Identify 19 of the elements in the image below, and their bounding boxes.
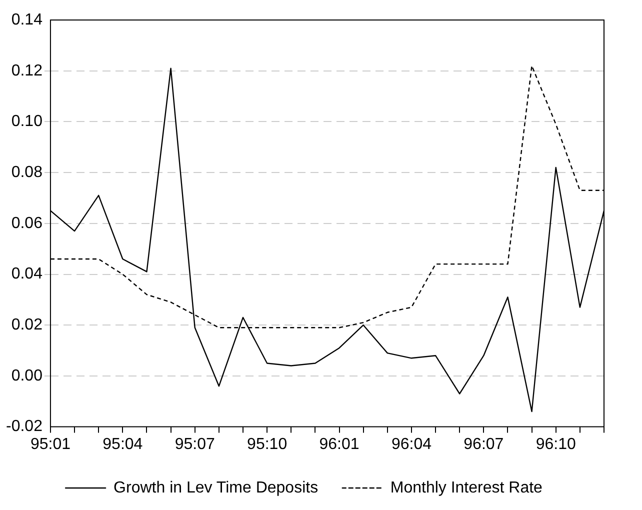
x-tick-label: 96:10 xyxy=(536,436,576,453)
legend-label: Monthly Interest Rate xyxy=(390,479,543,496)
x-tick-label: 95:07 xyxy=(174,436,215,453)
y-tick-label: 0.00 xyxy=(11,367,43,384)
y-tick-label: -0.02 xyxy=(6,418,43,436)
y-tick-label: 0.14 xyxy=(11,11,43,28)
y-tick-label: 0.08 xyxy=(11,164,43,181)
x-tick-label: 96:04 xyxy=(391,436,432,453)
y-tick-label: 0.02 xyxy=(11,316,43,334)
x-tick-label: 96:01 xyxy=(319,436,360,453)
legend-label: Growth in Lev Time Deposits xyxy=(114,479,318,496)
y-tick-label: 0.06 xyxy=(11,214,43,232)
x-tick-label: 95:04 xyxy=(102,436,143,453)
x-tick-label: 95:01 xyxy=(30,436,71,453)
x-tick-label: 95:10 xyxy=(247,436,288,453)
y-tick-label: 0.04 xyxy=(11,266,43,283)
x-tick-label: 96:07 xyxy=(464,436,504,453)
y-tick-label: 0.12 xyxy=(11,62,43,80)
y-tick-label: 0.10 xyxy=(11,113,43,130)
